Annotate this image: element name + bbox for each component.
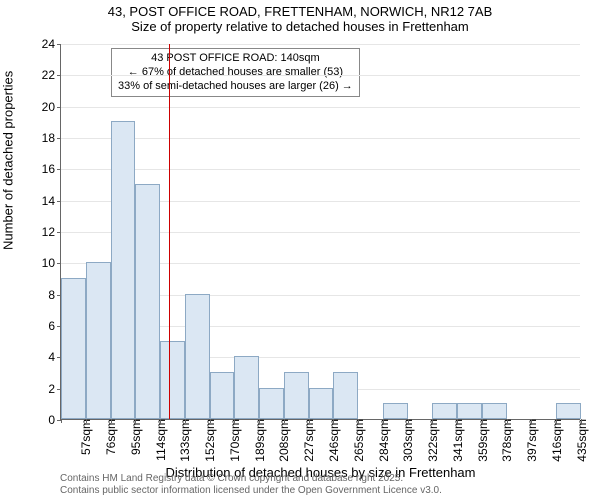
histogram-bar <box>61 278 86 419</box>
y-tick-label: 12 <box>42 225 61 239</box>
histogram-bar <box>432 403 457 419</box>
x-tick-label: 57sqm <box>77 419 93 455</box>
histogram-bar <box>333 372 358 419</box>
gridline <box>61 44 580 45</box>
chart-container: 43, POST OFFICE ROAD, FRETTENHAM, NORWIC… <box>0 0 600 500</box>
x-tick-mark <box>432 419 433 423</box>
histogram-bar <box>482 403 507 419</box>
x-tick-mark <box>61 419 62 423</box>
x-tick-label: 265sqm <box>350 419 366 462</box>
footer-attribution: Contains HM Land Registry data © Crown c… <box>60 473 442 496</box>
histogram-bar <box>111 121 136 419</box>
y-tick-label: 0 <box>48 413 61 427</box>
x-tick-mark <box>185 419 186 423</box>
x-tick-label: 416sqm <box>548 419 564 462</box>
histogram-bar <box>210 372 235 419</box>
x-tick-mark <box>135 419 136 423</box>
histogram-bar <box>259 388 284 419</box>
x-tick-label: 76sqm <box>102 419 118 455</box>
x-tick-label: 303sqm <box>399 419 415 462</box>
gridline <box>61 169 580 170</box>
x-tick-mark <box>507 419 508 423</box>
y-tick-label: 20 <box>42 100 61 114</box>
x-tick-mark <box>531 419 532 423</box>
x-tick-label: 359sqm <box>474 419 490 462</box>
plot-area: 43 POST OFFICE ROAD: 140sqm ← 67% of det… <box>60 44 580 420</box>
x-tick-label: 133sqm <box>176 419 192 462</box>
x-tick-mark <box>556 419 557 423</box>
y-tick-label: 2 <box>48 382 61 396</box>
footer-line1: Contains HM Land Registry data © Crown c… <box>60 473 442 485</box>
x-tick-label: 435sqm <box>573 419 589 462</box>
histogram-bar <box>86 262 111 419</box>
histogram-bar <box>309 388 334 419</box>
annotation-box: 43 POST OFFICE ROAD: 140sqm ← 67% of det… <box>111 48 360 97</box>
y-axis-title: Number of detached properties <box>1 71 16 250</box>
x-tick-label: 246sqm <box>325 419 341 462</box>
x-tick-label: 378sqm <box>498 419 514 462</box>
x-tick-mark <box>259 419 260 423</box>
histogram-bar <box>135 184 160 419</box>
x-tick-label: 95sqm <box>127 419 143 455</box>
x-tick-label: 170sqm <box>226 419 242 462</box>
x-tick-label: 114sqm <box>152 419 168 461</box>
histogram-bar <box>556 403 581 419</box>
chart-title-block: 43, POST OFFICE ROAD, FRETTENHAM, NORWIC… <box>0 0 600 34</box>
footer-line2: Contains public sector information licen… <box>60 485 442 497</box>
y-tick-label: 24 <box>42 37 61 51</box>
gridline <box>61 107 580 108</box>
y-tick-label: 18 <box>42 131 61 145</box>
x-tick-mark <box>160 419 161 423</box>
reference-line <box>169 44 170 419</box>
gridline <box>61 138 580 139</box>
y-tick-label: 4 <box>48 350 61 364</box>
x-tick-label: 397sqm <box>523 419 539 462</box>
x-tick-mark <box>333 419 334 423</box>
x-tick-mark <box>234 419 235 423</box>
x-tick-label: 208sqm <box>275 419 291 462</box>
gridline <box>61 75 580 76</box>
y-tick-label: 8 <box>48 288 61 302</box>
x-tick-label: 227sqm <box>300 419 316 462</box>
y-tick-label: 16 <box>42 162 61 176</box>
annotation-line1: 43 POST OFFICE ROAD: 140sqm <box>118 52 353 66</box>
x-tick-mark <box>309 419 310 423</box>
y-tick-label: 6 <box>48 319 61 333</box>
x-tick-label: 322sqm <box>424 419 440 462</box>
x-tick-mark <box>383 419 384 423</box>
annotation-line2: ← 67% of detached houses are smaller (53… <box>118 66 353 80</box>
x-tick-mark <box>358 419 359 423</box>
x-tick-label: 284sqm <box>375 419 391 462</box>
x-tick-mark <box>111 419 112 423</box>
x-tick-label: 341sqm <box>449 419 465 462</box>
histogram-bar <box>383 403 408 419</box>
chart-title-line2: Size of property relative to detached ho… <box>0 19 600 34</box>
annotation-line3: 33% of semi-detached houses are larger (… <box>118 80 353 94</box>
x-tick-mark <box>581 419 582 423</box>
histogram-bar <box>284 372 309 419</box>
x-tick-label: 152sqm <box>201 419 217 462</box>
x-tick-mark <box>408 419 409 423</box>
x-tick-label: 189sqm <box>251 419 267 462</box>
x-tick-mark <box>457 419 458 423</box>
x-tick-mark <box>482 419 483 423</box>
x-tick-mark <box>86 419 87 423</box>
histogram-bar <box>185 294 210 419</box>
y-tick-label: 14 <box>42 194 61 208</box>
y-tick-label: 10 <box>42 256 61 270</box>
chart-title-line1: 43, POST OFFICE ROAD, FRETTENHAM, NORWIC… <box>0 4 600 19</box>
x-tick-mark <box>284 419 285 423</box>
histogram-bar <box>234 356 259 419</box>
y-tick-label: 22 <box>42 68 61 82</box>
histogram-bar <box>160 341 185 419</box>
histogram-bar <box>457 403 482 419</box>
x-tick-mark <box>210 419 211 423</box>
